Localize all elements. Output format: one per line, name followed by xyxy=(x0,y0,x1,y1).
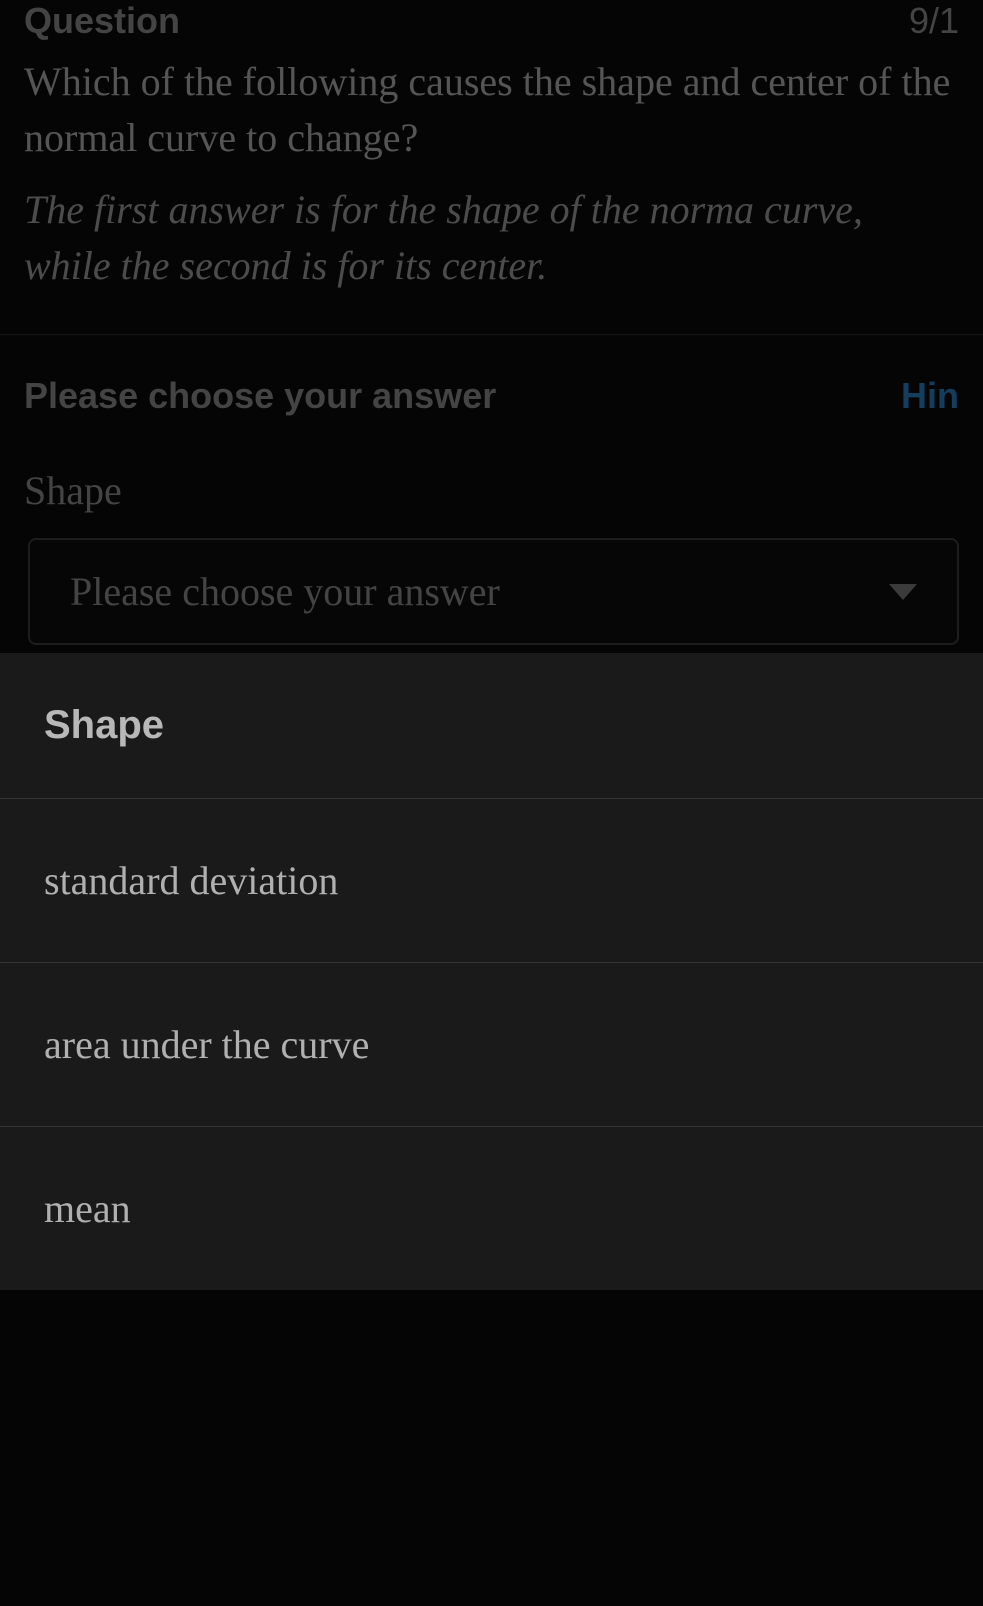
dropdown-menu: Shape standard deviation area under the … xyxy=(0,653,983,1290)
field-label-shape: Shape xyxy=(24,467,959,514)
question-hint-text: The first answer is for the shape of the… xyxy=(24,182,959,294)
dropdown-option-mean[interactable]: mean xyxy=(0,1127,983,1290)
shape-dropdown-trigger[interactable]: Please choose your answer xyxy=(28,538,959,645)
dropdown-header: Shape xyxy=(0,653,983,799)
question-header: Question 9/1 Which of the following caus… xyxy=(0,0,983,294)
question-label: Question xyxy=(24,0,959,42)
hint-link[interactable]: Hin xyxy=(901,375,959,417)
answer-prompt-row: Please choose your answer Hin xyxy=(24,375,959,417)
dropdown-option-standard-deviation[interactable]: standard deviation xyxy=(0,799,983,963)
answer-prompt: Please choose your answer xyxy=(24,375,496,417)
question-text: Which of the following causes the shape … xyxy=(24,54,959,166)
chevron-down-icon xyxy=(889,584,917,600)
answer-section: Please choose your answer Hin Shape Plea… xyxy=(0,335,983,645)
dropdown-option-area-under-curve[interactable]: area under the curve xyxy=(0,963,983,1127)
dropdown-placeholder: Please choose your answer xyxy=(70,568,500,615)
question-counter: 9/1 xyxy=(909,0,959,42)
